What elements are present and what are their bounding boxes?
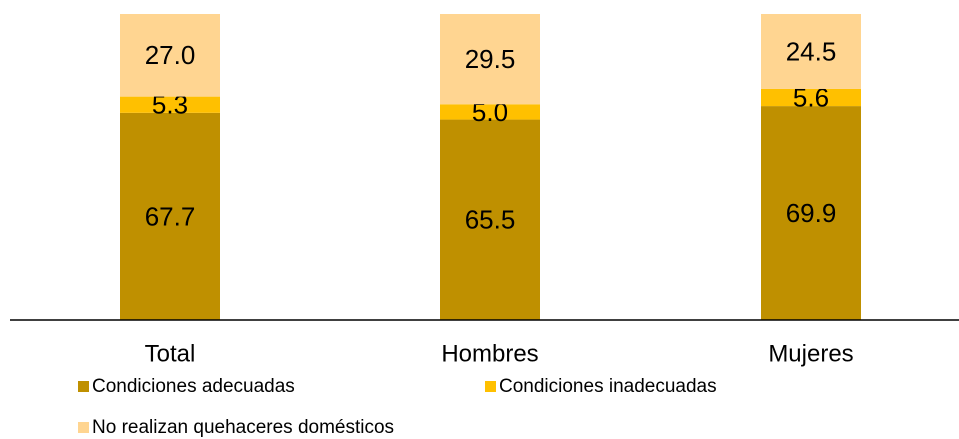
legend-swatch	[78, 381, 89, 392]
bar-segment	[761, 88, 861, 107]
data-label: 67.7	[145, 201, 196, 231]
bar-segment	[440, 104, 540, 120]
bar-segment	[120, 14, 220, 97]
data-label: 69.9	[786, 198, 837, 228]
bar-segment	[120, 96, 220, 113]
x-tick-label: Total	[145, 340, 196, 367]
bar-segment	[440, 14, 540, 105]
x-tick-label: Mujeres	[768, 340, 853, 367]
data-label: 29.5	[465, 44, 516, 74]
bar-segment	[761, 14, 861, 89]
x-tick-label: Hombres	[441, 340, 538, 367]
bar-segment	[120, 112, 220, 320]
bar-segment	[440, 119, 540, 320]
legend-swatch	[78, 422, 89, 433]
data-label: 27.0	[145, 40, 196, 70]
legend-label: Condiciones inadecuadas	[499, 376, 717, 397]
legend-swatch	[485, 381, 496, 392]
legend-label: Condiciones adecuadas	[92, 376, 295, 397]
legend-label: No realizan quehaceres domésticos	[92, 417, 394, 438]
data-label: 24.5	[786, 36, 837, 66]
data-label: 65.5	[465, 205, 516, 235]
bar-segment	[761, 106, 861, 320]
